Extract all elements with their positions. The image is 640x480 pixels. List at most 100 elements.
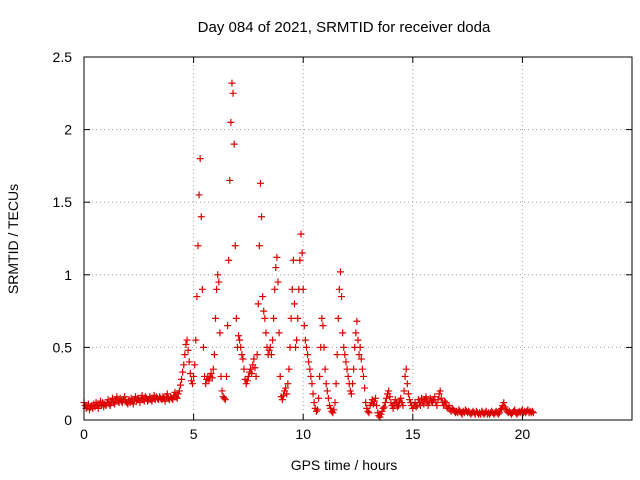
data-point [185,358,193,366]
data-point [251,364,259,372]
data-point [340,343,348,351]
grid-lines [84,57,632,420]
data-point [358,365,366,373]
data-point [288,285,296,293]
data-point [218,387,226,395]
data-point [193,293,201,301]
data-point [297,230,305,238]
axis-ticks: 0 5 10 15 20 0 0.5 1 1.5 2 2.5 [53,49,632,442]
data-point [261,314,269,322]
data-point [287,314,295,322]
data-point [304,351,312,359]
data-point [207,370,215,378]
data-point [332,380,340,388]
data-point [121,393,129,401]
data-point [184,346,192,354]
y-tick-label: 0 [64,412,72,428]
data-point [238,351,246,359]
data-point [252,372,260,380]
data-point [294,314,302,322]
data-point [232,314,240,322]
data-point [344,372,352,380]
data-point [350,365,358,373]
data-point [379,404,387,412]
data-point [341,351,349,359]
x-tick-label: 10 [295,426,311,442]
data-point [529,409,537,417]
data-point [355,351,363,359]
data-point [380,403,388,411]
data-point [441,397,449,405]
data-point [500,399,508,407]
data-point [192,336,200,344]
data-point [399,401,407,409]
data-point [412,403,420,411]
data-point [343,365,351,373]
data-point [393,403,401,411]
data-point [334,314,342,322]
data-point [227,118,235,126]
data-point [285,365,293,373]
data-point [283,390,291,398]
data-point [226,176,234,184]
data-point [276,372,284,380]
data-point [321,365,329,373]
data-point [272,264,280,272]
data-point [266,343,274,351]
data-point [209,365,217,373]
data-point [316,372,324,380]
x-axis-label: GPS time / hours [291,457,398,473]
x-tick-label: 15 [405,426,421,442]
data-point [382,394,390,402]
data-point [302,343,310,351]
data-point [293,336,301,344]
data-point [190,372,198,380]
data-point [240,365,248,373]
data-point [178,375,186,383]
data-point [224,322,232,330]
data-point [179,368,187,376]
data-point [347,390,355,398]
data-point [397,394,405,402]
data-point [282,384,290,392]
data-point [335,285,343,293]
data-point [357,355,365,363]
data-point [213,285,221,293]
data-point [322,380,330,388]
data-point [247,365,255,373]
data-point [222,372,230,380]
data-point [255,242,263,250]
data-point [416,401,424,409]
data-point [231,242,239,250]
data-point [216,329,224,337]
data-point [262,329,270,337]
data-point [323,387,331,395]
data-point [290,300,298,308]
y-tick-label: 0.5 [53,339,73,355]
data-point [199,343,207,351]
data-point [354,336,362,344]
data-point [260,307,268,315]
data-point [236,336,244,344]
data-point [361,384,369,392]
data-point [108,394,116,402]
data-point [175,387,183,395]
data-point [215,278,223,286]
data-point [331,399,339,407]
data-point [195,191,203,199]
data-point [494,410,502,418]
x-tick-label: 5 [190,426,198,442]
data-point [292,343,300,351]
data-point [253,351,261,359]
data-point [256,179,264,187]
data-point [138,391,146,399]
data-point [305,358,313,366]
data-point [229,89,237,97]
data-point [183,336,191,344]
data-point [310,399,318,407]
data-point [173,394,181,402]
data-point [210,351,218,359]
data-point [296,256,304,264]
data-point [312,407,320,415]
data-point [365,409,373,417]
